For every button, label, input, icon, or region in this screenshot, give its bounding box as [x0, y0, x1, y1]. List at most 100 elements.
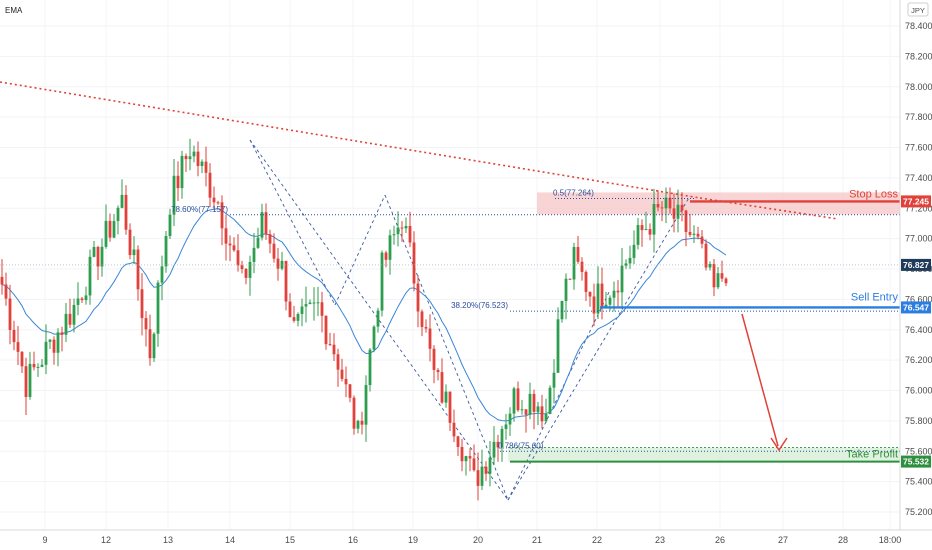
candle-body — [308, 302, 312, 305]
candle-body — [8, 298, 12, 330]
candle — [84, 286, 88, 305]
candle-body — [304, 304, 308, 307]
candle — [232, 237, 236, 252]
candle-body — [512, 388, 516, 414]
candle-body — [184, 155, 188, 160]
candle — [372, 325, 376, 353]
time-axis[interactable]: 9 12 13 14 15 16 19 20 21 22 23 26 27 28 18:00 — [42, 535, 901, 545]
candle — [436, 368, 440, 381]
candle-body — [484, 466, 488, 474]
candle-body — [120, 194, 124, 208]
candle-body — [380, 252, 384, 311]
candle-body — [452, 422, 456, 437]
fib-level-label: 0.786(75.60) — [498, 441, 544, 450]
candle-body — [408, 225, 412, 243]
candle-body — [316, 302, 320, 304]
candle — [348, 384, 352, 403]
candle-body — [588, 291, 592, 297]
time-tick-label: 15 — [285, 535, 295, 545]
candle — [500, 425, 504, 462]
candle — [140, 273, 144, 336]
time-tick-label: 26 — [715, 535, 725, 545]
price-tag-box — [901, 258, 931, 271]
candle-body — [216, 202, 220, 204]
candle-body — [320, 302, 324, 316]
candle — [412, 231, 416, 292]
candle-body — [608, 297, 612, 305]
fib-level-label: 78.60%(77.157) — [171, 205, 228, 214]
candle-body — [636, 225, 640, 245]
candle — [68, 298, 72, 328]
price-axis[interactable]: 78.400 78.200 78.000 77.800 77.600 77.400 77.2… — [905, 21, 932, 517]
candle-body — [172, 175, 176, 215]
candle — [392, 225, 396, 245]
candle-body — [356, 420, 360, 429]
candle-body — [580, 261, 584, 272]
candle — [224, 214, 228, 261]
candle-body — [164, 236, 168, 267]
indicator-label[interactable]: EMA — [5, 6, 23, 15]
time-tick-label: 23 — [655, 535, 665, 545]
trend-line — [0, 81, 839, 220]
candle — [544, 398, 548, 423]
currency-badge[interactable]: JPY — [907, 2, 929, 17]
candle — [724, 277, 728, 287]
candle — [572, 242, 576, 290]
candle — [96, 245, 100, 280]
candle-body — [132, 249, 136, 256]
candle — [440, 358, 444, 404]
candle — [220, 195, 224, 246]
candle-body — [100, 246, 104, 267]
candle — [476, 452, 480, 501]
candle-body — [424, 327, 428, 329]
candle-body — [36, 366, 40, 368]
time-tick-label: 14 — [225, 535, 235, 545]
price-tick-label: 75.600 — [905, 446, 932, 456]
candle-body — [664, 197, 668, 209]
candle-body — [376, 310, 380, 327]
candle-body — [128, 229, 132, 256]
candle — [540, 394, 544, 429]
candle — [228, 235, 232, 262]
candle — [128, 223, 132, 260]
resistance-trendline-extension — [699, 197, 839, 220]
candle-body — [704, 243, 708, 268]
candle — [188, 138, 192, 171]
candle-body — [524, 409, 528, 415]
price-tick-label: 77.800 — [905, 112, 932, 122]
candle-body — [476, 470, 480, 486]
candle — [416, 275, 420, 328]
candle — [208, 163, 212, 208]
candle — [688, 213, 692, 237]
candle-body — [176, 175, 180, 189]
candle — [616, 280, 620, 307]
candle — [48, 339, 52, 349]
candle — [512, 386, 516, 422]
take-profit-price-tag: 75.532 — [901, 455, 931, 468]
candle-body — [348, 384, 352, 398]
candle-body — [44, 341, 48, 365]
candle — [16, 326, 20, 366]
candle-body — [340, 369, 344, 379]
candle — [264, 203, 268, 240]
candle — [620, 248, 624, 309]
candle — [548, 385, 552, 415]
candle-body — [536, 406, 540, 412]
candle — [552, 359, 556, 404]
candle — [132, 236, 136, 265]
price-tick-label: 76.200 — [905, 355, 932, 365]
price-tags: 77.245 76.827 76.547 75.532 — [901, 195, 931, 468]
candle — [424, 319, 428, 333]
candle — [668, 187, 672, 214]
candle — [28, 351, 32, 400]
sell-entry-label: Sell Entry — [851, 291, 899, 303]
candle — [92, 240, 96, 258]
candle — [288, 293, 292, 318]
candle — [644, 211, 648, 231]
candle — [168, 208, 172, 239]
ema-line — [1, 208, 727, 422]
resistance-trendline — [0, 81, 701, 199]
candle — [256, 227, 260, 249]
pattern-leg — [384, 194, 509, 501]
